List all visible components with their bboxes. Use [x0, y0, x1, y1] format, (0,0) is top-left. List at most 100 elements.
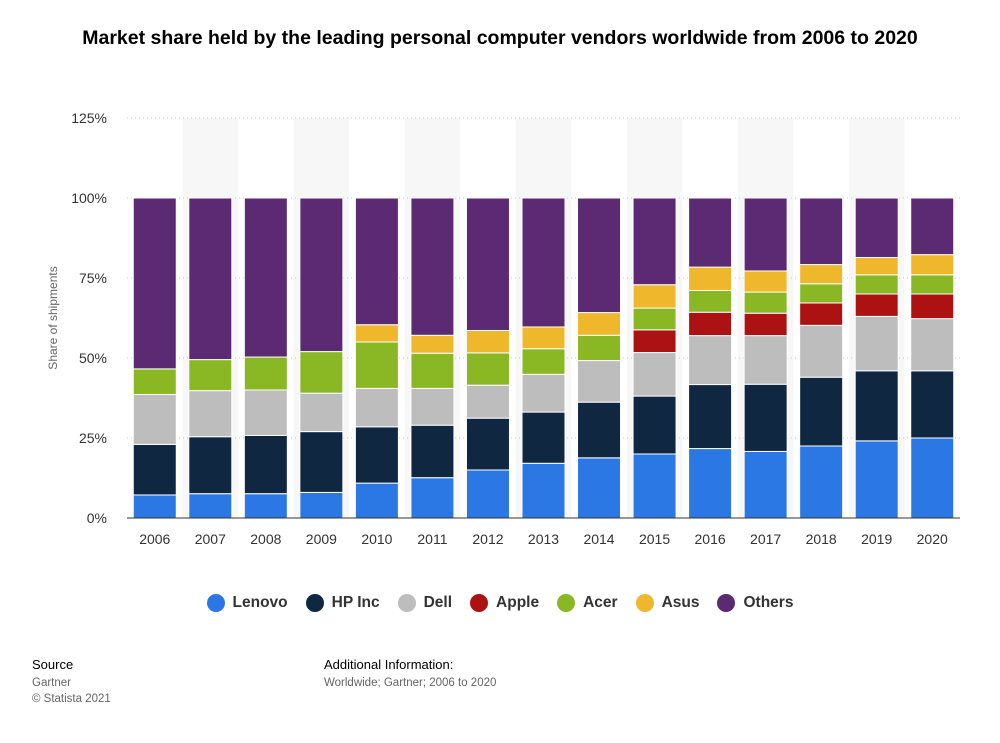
bar-dell-2019[interactable]	[854, 315, 899, 372]
bar-asus-2016[interactable]	[688, 266, 733, 291]
bar-others-2019[interactable]	[854, 197, 899, 259]
bar-dell-2017[interactable]	[743, 335, 788, 385]
bar-asus-2012[interactable]	[465, 329, 510, 354]
bar-hp-inc-2007[interactable]	[188, 436, 233, 495]
bar-hp-inc-2016[interactable]	[688, 384, 733, 450]
bar-others-2015[interactable]	[632, 197, 677, 286]
bar-asus-2013[interactable]	[521, 326, 566, 350]
bar-dell-2007[interactable]	[188, 390, 233, 438]
bar-dell-2014[interactable]	[577, 360, 622, 403]
legend-item-apple[interactable]: Apple	[470, 594, 539, 612]
bar-others-2008[interactable]	[243, 197, 288, 358]
bar-apple-2018[interactable]	[799, 302, 844, 326]
bar-acer-2011[interactable]	[410, 352, 455, 389]
bar-acer-2013[interactable]	[521, 348, 566, 375]
bar-acer-2006[interactable]	[132, 368, 177, 395]
bar-hp-inc-2017[interactable]	[743, 383, 788, 452]
bar-acer-2018[interactable]	[799, 283, 844, 304]
bar-apple-2015[interactable]	[632, 329, 677, 354]
bar-lenovo-2006[interactable]	[132, 494, 177, 519]
bar-hp-inc-2011[interactable]	[410, 424, 455, 479]
legend-item-acer[interactable]: Acer	[557, 594, 618, 612]
bar-acer-2007[interactable]	[188, 359, 233, 392]
bar-asus-2018[interactable]	[799, 264, 844, 285]
bar-apple-2019[interactable]	[854, 293, 899, 317]
bar-hp-inc-2013[interactable]	[521, 411, 566, 464]
bar-lenovo-2011[interactable]	[410, 477, 455, 519]
bar-others-2009[interactable]	[299, 197, 344, 353]
bar-apple-2016[interactable]	[688, 311, 733, 337]
legend-item-lenovo[interactable]: Lenovo	[206, 594, 288, 612]
bar-acer-2012[interactable]	[465, 352, 510, 386]
bar-others-2017[interactable]	[743, 197, 788, 272]
bar-asus-2011[interactable]	[410, 334, 455, 354]
bar-lenovo-2018[interactable]	[799, 445, 844, 519]
bar-acer-2017[interactable]	[743, 291, 788, 314]
bar-hp-inc-2018[interactable]	[799, 376, 844, 447]
legend-item-dell[interactable]: Dell	[397, 594, 452, 612]
bar-lenovo-2015[interactable]	[632, 453, 677, 519]
bar-acer-2016[interactable]	[688, 289, 733, 313]
bar-others-2010[interactable]	[354, 197, 399, 326]
bar-dell-2018[interactable]	[799, 324, 844, 378]
bar-others-2014[interactable]	[577, 197, 622, 314]
bar-lenovo-2020[interactable]	[910, 437, 955, 519]
bar-lenovo-2008[interactable]	[243, 493, 288, 519]
bar-dell-2020[interactable]	[910, 318, 955, 372]
bar-lenovo-2012[interactable]	[465, 469, 510, 519]
bar-asus-2015[interactable]	[632, 284, 677, 309]
bar-acer-2015[interactable]	[632, 307, 677, 331]
bar-hp-inc-2014[interactable]	[577, 401, 622, 459]
bar-hp-inc-2015[interactable]	[632, 395, 677, 455]
bar-apple-2017[interactable]	[743, 312, 788, 337]
bar-acer-2019[interactable]	[854, 274, 899, 295]
bar-lenovo-2013[interactable]	[521, 462, 566, 519]
bar-dell-2010[interactable]	[354, 387, 399, 428]
bar-asus-2017[interactable]	[743, 270, 788, 293]
bar-dell-2008[interactable]	[243, 389, 288, 436]
bar-hp-inc-2012[interactable]	[465, 417, 510, 471]
bar-dell-2016[interactable]	[688, 335, 733, 386]
bar-others-2011[interactable]	[410, 197, 455, 336]
x-tick-label: 2019	[861, 531, 892, 547]
bar-acer-2009[interactable]	[299, 351, 344, 394]
bar-dell-2013[interactable]	[521, 373, 566, 413]
bar-others-2016[interactable]	[688, 197, 733, 268]
bar-acer-2008[interactable]	[243, 356, 288, 391]
bar-others-2018[interactable]	[799, 197, 844, 266]
bar-dell-2011[interactable]	[410, 387, 455, 426]
bar-others-2013[interactable]	[521, 197, 566, 328]
bar-asus-2020[interactable]	[910, 254, 955, 276]
bar-acer-2020[interactable]	[910, 274, 955, 295]
bar-dell-2012[interactable]	[465, 384, 510, 419]
bar-hp-inc-2009[interactable]	[299, 431, 344, 493]
bar-acer-2010[interactable]	[354, 341, 399, 389]
bar-lenovo-2016[interactable]	[688, 448, 733, 519]
bar-asus-2010[interactable]	[354, 324, 399, 343]
bar-lenovo-2007[interactable]	[188, 493, 233, 519]
bar-apple-2020[interactable]	[910, 293, 955, 320]
bar-dell-2006[interactable]	[132, 393, 177, 445]
bar-hp-inc-2008[interactable]	[243, 434, 288, 495]
bar-acer-2014[interactable]	[577, 334, 622, 362]
legend-item-hp-inc[interactable]: HP Inc	[305, 594, 380, 612]
bar-lenovo-2014[interactable]	[577, 457, 622, 519]
legend-item-others[interactable]: Others	[717, 594, 793, 612]
bar-others-2012[interactable]	[465, 197, 510, 331]
bar-others-2007[interactable]	[188, 197, 233, 361]
bar-lenovo-2009[interactable]	[299, 491, 344, 519]
bar-hp-inc-2019[interactable]	[854, 370, 899, 442]
bar-hp-inc-2020[interactable]	[910, 370, 955, 439]
bar-lenovo-2019[interactable]	[854, 440, 899, 519]
bar-others-2006[interactable]	[132, 197, 177, 370]
bar-asus-2014[interactable]	[577, 312, 622, 336]
bar-hp-inc-2006[interactable]	[132, 443, 177, 496]
bar-asus-2019[interactable]	[854, 257, 899, 276]
bar-hp-inc-2010[interactable]	[354, 426, 399, 484]
bar-dell-2015[interactable]	[632, 352, 677, 397]
legend-item-asus[interactable]: Asus	[635, 594, 699, 612]
bar-dell-2009[interactable]	[299, 392, 344, 433]
bar-lenovo-2010[interactable]	[354, 482, 399, 519]
bar-lenovo-2017[interactable]	[743, 450, 788, 519]
bar-others-2020[interactable]	[910, 197, 955, 256]
